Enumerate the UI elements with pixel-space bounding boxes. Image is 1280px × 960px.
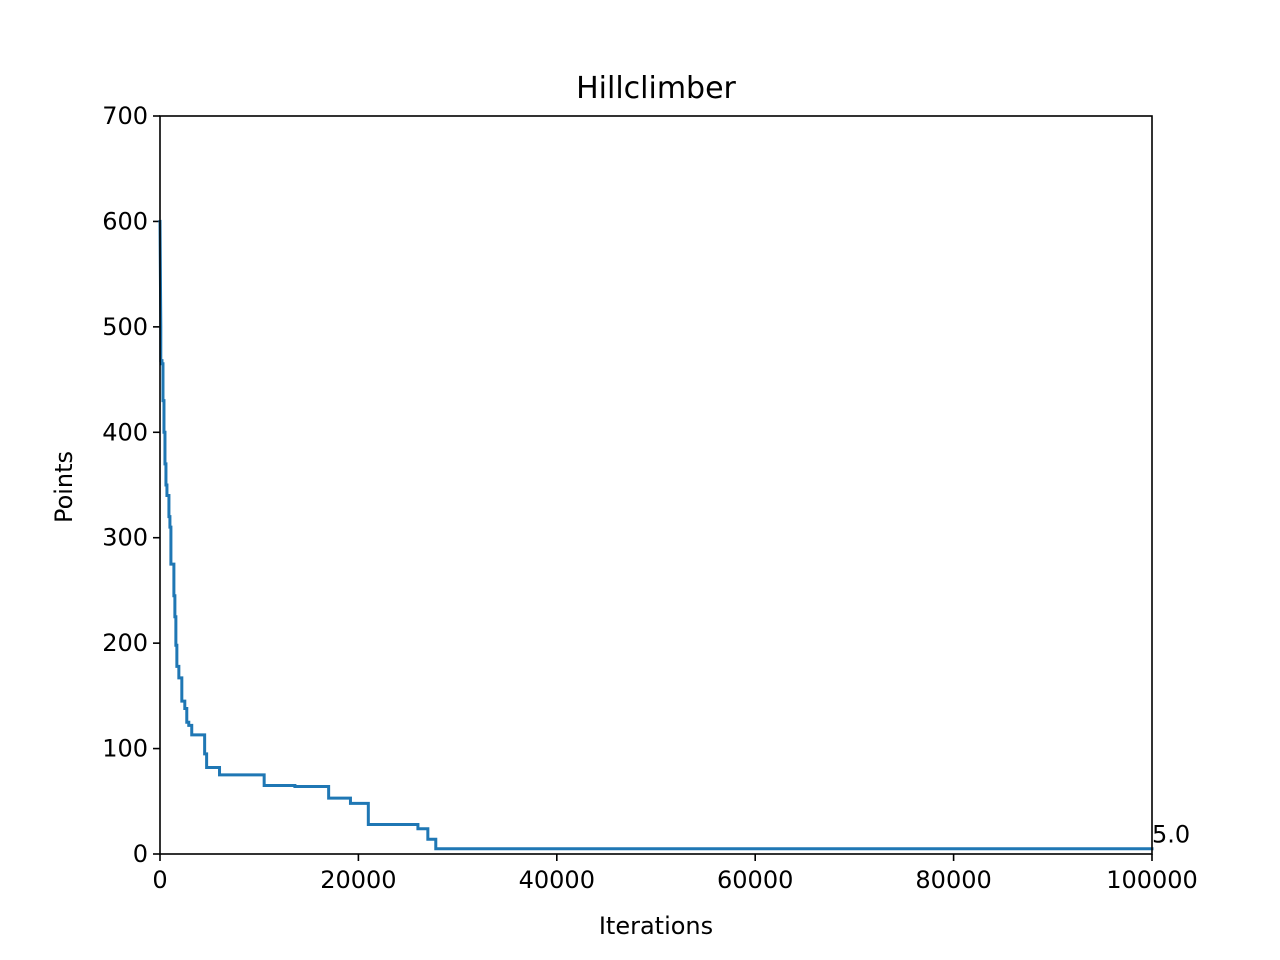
y-axis-label: Points [50,451,78,523]
y-tick-label: 700 [102,102,148,130]
y-tick-label: 600 [102,207,148,235]
y-tick-label: 300 [102,524,148,552]
x-tick-label: 80000 [915,866,991,894]
x-tick-label: 20000 [320,866,396,894]
data-series [158,219,1154,851]
final-value-annotation: 5.0 [1152,821,1190,849]
x-tick-label: 40000 [519,866,595,894]
x-axis-label: Iterations [599,912,713,940]
y-tick-label: 200 [102,629,148,657]
y-tick-label: 500 [102,313,148,341]
y-tick-label: 0 [133,840,148,868]
y-tick-label: 100 [102,735,148,763]
plot-frame [159,115,1153,855]
axis-ticks: 0 20000 40000 60000 80000 100000 0 100 200 300 400… [102,102,1198,894]
chart-title: Hillclimber [576,71,736,106]
x-tick-label: 60000 [717,866,793,894]
x-tick-label: 100000 [1106,866,1198,894]
y-tick-label: 400 [102,418,148,446]
series-line [158,219,1154,851]
x-tick-label: 0 [152,866,167,894]
annotations: 5.0 [1152,821,1190,849]
